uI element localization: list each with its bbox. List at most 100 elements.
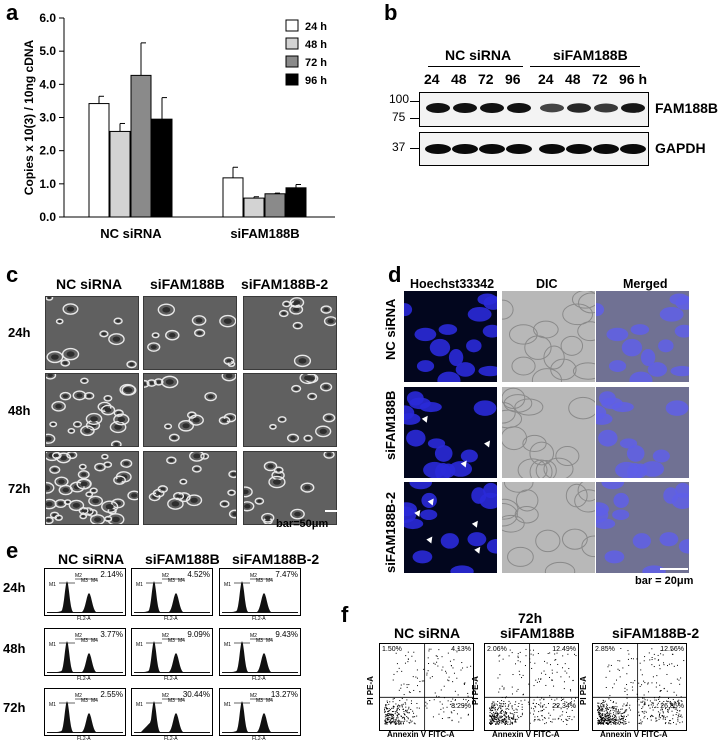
hist-percent: 9.09% <box>187 630 210 639</box>
f-lr-pct: 8.29% <box>451 703 471 711</box>
f-ur-pct: 12.49% <box>552 646 576 653</box>
hist-curve <box>134 641 210 673</box>
svg-text:M4: M4 <box>266 578 273 584</box>
blot-lane-label: 48 <box>451 71 467 87</box>
svg-text:M1: M1 <box>49 702 56 708</box>
svg-text:M3: M3 <box>168 578 175 584</box>
hist-axis-label: FL2-A <box>252 736 266 742</box>
a-category-label: siFAM188B <box>230 226 299 241</box>
a-y-tick-label: 4.0 <box>39 77 56 91</box>
band-label-gapdh: GAPDH <box>655 140 706 156</box>
fam188b-band <box>426 103 450 113</box>
blot-gapdh <box>419 132 649 166</box>
a-bar <box>151 118 173 218</box>
blot-lane-label: 24 <box>538 71 554 87</box>
d-image <box>404 291 497 382</box>
d-image <box>596 387 689 478</box>
d-image <box>502 387 595 478</box>
svg-text:M3: M3 <box>168 638 175 644</box>
blot-lane-label: 72 <box>592 71 608 87</box>
d-row-nc: NC siRNA <box>383 298 398 360</box>
svg-text:M4: M4 <box>178 638 185 644</box>
a-bar <box>222 177 244 218</box>
hist-percent: 4.52% <box>187 570 210 579</box>
scatter-plot: 1.50% 4.13% 8.29% <box>379 643 474 731</box>
c-scale-label: bar=50μm <box>276 518 329 530</box>
hist-curve <box>134 701 210 733</box>
e-row-48h: 48h <box>3 641 26 656</box>
panel-a-label: a <box>6 0 19 25</box>
svg-text:M1: M1 <box>224 702 231 708</box>
a-y-tick-label: 1.0 <box>39 177 56 191</box>
e-row-72h: 72h <box>3 700 26 715</box>
a-legend-swatch <box>285 73 299 86</box>
hist-percent: 13.27% <box>270 690 298 699</box>
hist-axis-label: FL2-A <box>164 616 178 622</box>
a-y-tick-label: 5.0 <box>39 44 56 58</box>
svg-text:M1: M1 <box>49 642 56 648</box>
f-ur-pct: 12.56% <box>660 646 684 653</box>
fam188b-band <box>480 103 504 113</box>
c-col-sifam2: siFAM188B-2 <box>241 276 329 292</box>
f-x-axis-label: Annexin V FITC-A <box>387 730 455 739</box>
hist-curve <box>222 701 298 733</box>
panel-d-label: d <box>388 262 402 287</box>
d-scale-bar <box>660 568 688 570</box>
hist-axis-label: FL2-A <box>164 736 178 742</box>
gapdh-band <box>452 144 478 154</box>
svg-text:M1: M1 <box>136 642 143 648</box>
hist-percent: 7.47% <box>275 570 298 579</box>
c-row-24h: 24h <box>8 325 31 340</box>
hist-axis-label: FL2-A <box>252 676 266 682</box>
d-image <box>596 291 689 382</box>
d-row-sifam: siFAM188B <box>383 390 398 460</box>
histogram: M1 M2 M3 M4 2.55% FL2-A <box>44 688 126 742</box>
blot-group-sifam: siFAM188B <box>553 47 628 63</box>
hist-percent: 9.43% <box>275 630 298 639</box>
a-legend-swatch <box>285 55 299 68</box>
a-category-label: NC siRNA <box>100 226 162 241</box>
fam188b-band <box>453 103 477 113</box>
marker-tick-37 <box>410 148 419 149</box>
svg-text:M3: M3 <box>81 638 88 644</box>
d-col-dic: DIC <box>536 277 558 291</box>
c-scale-bar <box>325 510 339 512</box>
micrograph <box>45 451 139 525</box>
panel-c-label: c <box>6 262 19 287</box>
histogram: M1 M2 M3 M4 7.47% FL2-A <box>219 568 301 622</box>
svg-text:M4: M4 <box>266 638 273 644</box>
d-image <box>404 387 497 478</box>
svg-text:M1: M1 <box>49 582 56 588</box>
histogram: M1 M2 M3 M4 4.52% FL2-A <box>131 568 213 622</box>
f-time-label: 72h <box>518 610 543 626</box>
svg-text:M3: M3 <box>256 578 263 584</box>
hist-curve <box>222 581 298 613</box>
blot-lane-label: 96 <box>505 71 521 87</box>
blot-group-nc: NC siRNA <box>445 47 512 63</box>
svg-text:M4: M4 <box>178 698 185 704</box>
svg-text:M3: M3 <box>81 578 88 584</box>
c-col-sifam: siFAM188B <box>150 276 225 292</box>
svg-text:M3: M3 <box>256 698 263 704</box>
svg-text:M2: M2 <box>250 573 257 579</box>
f-ur-pct: 4.13% <box>451 646 471 653</box>
svg-text:M2: M2 <box>75 693 82 699</box>
a-legend-swatch <box>285 19 299 32</box>
svg-text:M2: M2 <box>250 693 257 699</box>
svg-text:M2: M2 <box>162 633 169 639</box>
histogram: M1 M2 M3 M4 9.09% FL2-A <box>131 628 213 682</box>
micrograph <box>143 373 237 447</box>
d-col-hoechst: Hoechst33342 <box>410 277 495 291</box>
f-y-axis-label: PI PE-A <box>471 676 480 705</box>
marker-75: 75 <box>392 110 406 124</box>
e-col-sifam2: siFAM188B-2 <box>232 551 320 567</box>
histogram: M1 M2 M3 M4 30.44% FL2-A <box>131 688 213 742</box>
svg-text:M2: M2 <box>75 633 82 639</box>
panel-b-label: b <box>384 0 398 25</box>
gapdh-band <box>620 144 646 154</box>
fam188b-band <box>540 103 564 113</box>
a-legend-label: 72 h <box>305 57 327 69</box>
svg-text:M3: M3 <box>81 698 88 704</box>
gapdh-band <box>479 144 505 154</box>
